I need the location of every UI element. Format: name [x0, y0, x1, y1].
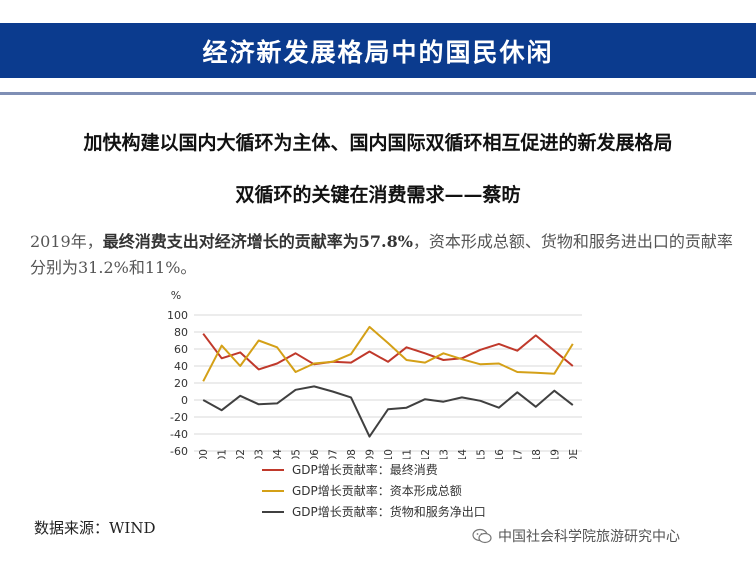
- banner-title: 经济新发展格局中的国民休闲: [202, 37, 554, 67]
- y-tick-label: -60: [170, 445, 188, 458]
- series-line-2: [202, 385, 574, 438]
- x-tick-label: 2017: [512, 449, 524, 459]
- x-tick-label: 2001: [217, 449, 229, 459]
- x-tick-label: 2007: [328, 449, 340, 459]
- series-line-0: [202, 333, 574, 371]
- x-tick-label: 2003: [254, 449, 266, 459]
- x-tick-label: 2002: [235, 449, 247, 459]
- legend-item: GDP增长贡献率：最终消费: [262, 459, 486, 480]
- x-tick-label: 2020E: [568, 449, 580, 459]
- x-tick-label: 2016: [494, 449, 506, 459]
- subheadline: 双循环的关键在消费需求——蔡昉: [235, 184, 521, 206]
- legend-swatch: [262, 489, 284, 492]
- x-tick-label: 2012: [420, 449, 432, 459]
- y-tick-label: 40: [174, 360, 188, 373]
- x-tick-label: 2005: [291, 449, 303, 459]
- legend-swatch: [262, 468, 284, 471]
- x-tick-label: 2019: [549, 449, 561, 459]
- legend-label: GDP增长贡献率：资本形成总额: [292, 484, 462, 498]
- intro-highlight: 最终消费支出对经济增长的贡献率为57.8%: [102, 232, 413, 251]
- y-tick-label: 60: [174, 343, 188, 356]
- watermark: 中国社会科学院旅游研究中心: [472, 526, 680, 546]
- headline: 加快构建以国内大循环为主体、国内国际双循环相互促进的新发展格局: [83, 132, 673, 154]
- legend-swatch: [262, 510, 284, 513]
- series-lines: [202, 325, 574, 438]
- x-tick-label: 2010: [383, 449, 395, 459]
- legend-item: GDP增长贡献率：货物和服务净出口: [262, 501, 486, 522]
- x-tick-label: 2009: [365, 449, 377, 459]
- x-tick-label: 2015: [475, 449, 487, 459]
- watermark-text: 中国社会科学院旅游研究中心: [498, 529, 680, 545]
- y-tick-label: 100: [167, 309, 188, 322]
- x-tick-label: 2006: [309, 449, 321, 459]
- grid-lines: [194, 314, 582, 452]
- y-tick-label: -40: [170, 428, 188, 441]
- legend-item: GDP增长贡献率：资本形成总额: [262, 480, 486, 501]
- y-axis-label: %: [171, 289, 181, 302]
- y-tick-label: -20: [170, 411, 188, 424]
- intro-paragraph: 2019年，最终消费支出对经济增长的贡献率为57.8%，资本形成总额、货物和服务…: [30, 229, 740, 281]
- chart-legend: GDP增长贡献率：最终消费 GDP增长贡献率：资本形成总额 GDP增长贡献率：货物和…: [262, 459, 486, 522]
- x-tick-label: 2000: [198, 449, 210, 459]
- y-tick-label: 20: [174, 377, 188, 390]
- legend-label: GDP增长贡献率：最终消费: [292, 463, 438, 477]
- y-axis-ticks: 100 80 60 40 20 0 -20 -40 -60: [167, 309, 188, 458]
- data-source: 数据来源：WIND: [34, 519, 156, 537]
- x-tick-label: 2014: [457, 449, 469, 459]
- wechat-icon: [472, 528, 492, 544]
- x-axis-ticks: 2000 2001 2002 2003 2004 2005 2006 2007 2008 2009…: [198, 449, 580, 459]
- y-tick-label: 0: [181, 394, 188, 407]
- title-banner: 经济新发展格局中的国民休闲: [0, 23, 756, 78]
- y-tick-label: 80: [174, 326, 188, 339]
- x-tick-label: 2018: [531, 449, 543, 459]
- legend-label: GDP增长贡献率：货物和服务净出口: [292, 505, 486, 519]
- series-line-1: [202, 325, 574, 382]
- x-tick-label: 2013: [438, 449, 450, 459]
- intro-text-start: 2019年，: [30, 232, 103, 251]
- intro-text-end: ，资本形成总额、货物和服务进出口的贡献率分别为31.2%和11%。: [30, 232, 733, 277]
- x-tick-label: 2008: [346, 449, 358, 459]
- x-tick-label: 2011: [401, 449, 413, 459]
- x-tick-label: 2004: [272, 449, 284, 459]
- divider: [0, 92, 756, 95]
